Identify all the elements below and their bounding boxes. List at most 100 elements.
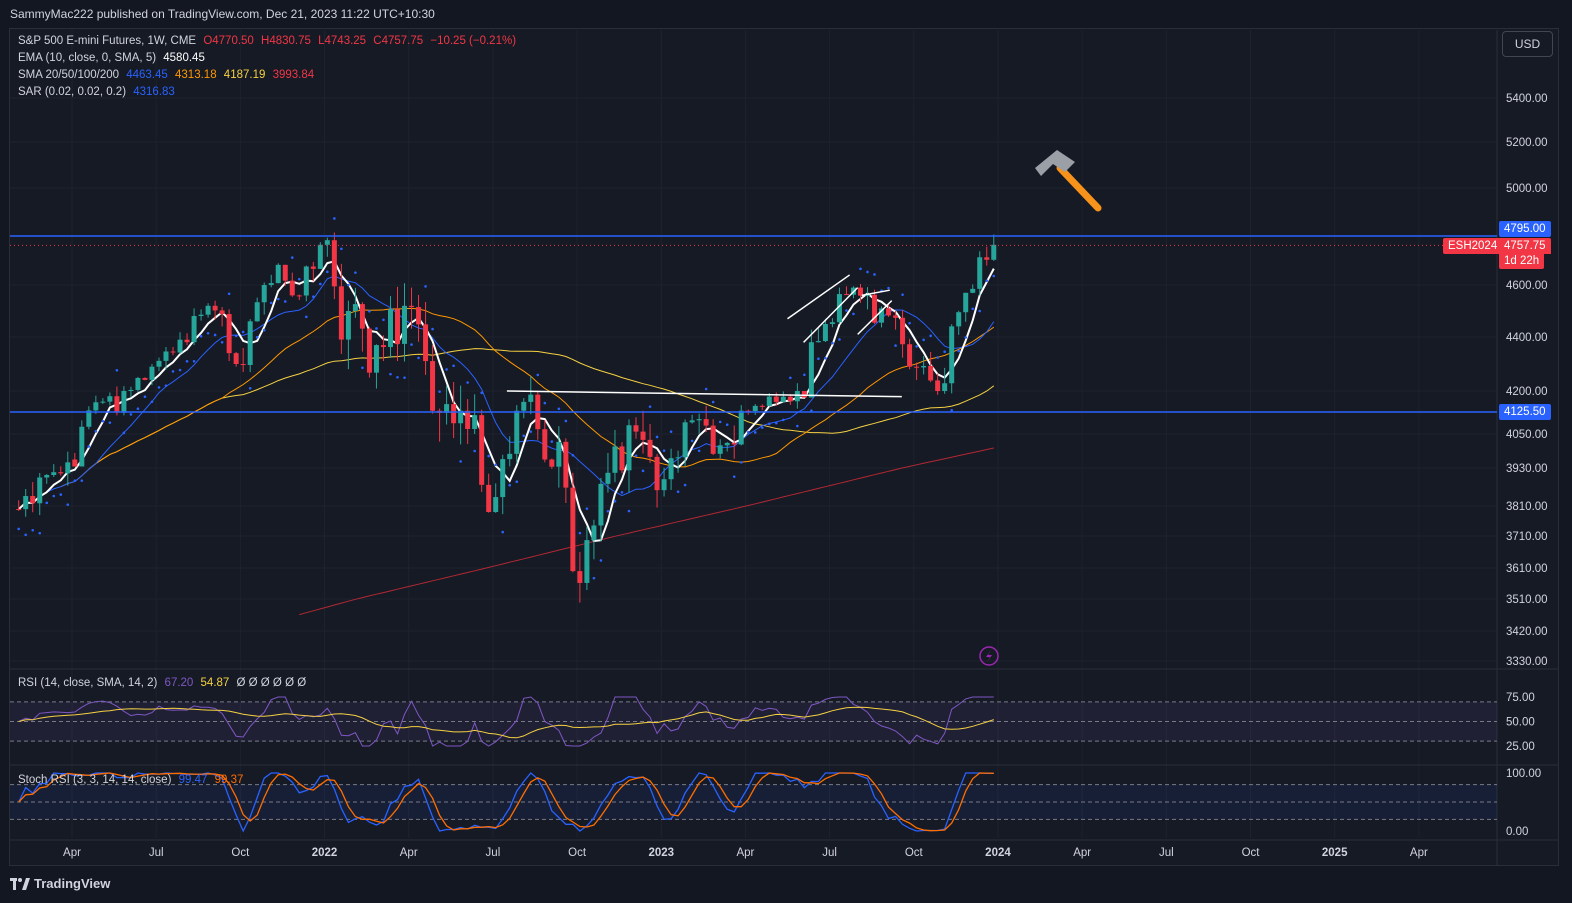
candle-body xyxy=(247,321,253,366)
sar-dot xyxy=(45,501,49,505)
sar-dot xyxy=(59,493,63,496)
sar-dot xyxy=(536,373,540,377)
sar-dot xyxy=(382,318,385,322)
candle-body xyxy=(198,314,204,317)
candle-body xyxy=(72,459,78,467)
sar-dot xyxy=(312,295,315,298)
candle-body xyxy=(359,304,365,329)
candle-body xyxy=(65,462,71,474)
sar-dot xyxy=(269,301,273,305)
time-tick-label: Apr xyxy=(63,847,81,859)
sar-dot xyxy=(101,419,105,423)
candle-body xyxy=(142,377,148,380)
sar-dot xyxy=(831,341,834,345)
sar-dot xyxy=(38,531,42,535)
stoch-legend[interactable]: Stoch RSI (3, 3, 14, 14, close) 99.47 99… xyxy=(18,772,247,789)
candle-body xyxy=(514,410,520,454)
candle-body xyxy=(914,366,920,368)
sar-dot xyxy=(697,449,701,453)
price-tick-label: 5400.00 xyxy=(1506,93,1548,105)
sar-dot xyxy=(136,407,140,411)
candle-body xyxy=(907,344,913,367)
sar-dot xyxy=(459,460,462,463)
sar-dot xyxy=(606,509,610,513)
currency-button[interactable]: USD xyxy=(1502,31,1553,57)
sar-dot xyxy=(887,286,890,290)
symbol-name[interactable]: S&P 500 E-mini Futures, 1W, CME xyxy=(18,35,197,47)
candle-body xyxy=(921,365,927,368)
price-tick-label: 3930.00 xyxy=(1506,463,1548,475)
sar-dot xyxy=(915,345,918,348)
sar-dot xyxy=(943,350,946,354)
change-value: −10.25 (−0.21%) xyxy=(430,35,517,47)
candle-body xyxy=(338,286,344,340)
candle-body xyxy=(647,439,653,457)
candle-body xyxy=(170,351,176,353)
rsi-legend[interactable]: RSI (14, close, SMA, 14, 2) 67.20 54.87 … xyxy=(18,675,310,692)
candle-body xyxy=(843,294,849,296)
candle-body xyxy=(521,401,527,411)
candle-body xyxy=(394,309,400,344)
sar-dot xyxy=(494,463,498,467)
candle-body xyxy=(282,264,288,281)
sar-legend[interactable]: SAR (0.02, 0.02, 0.2) 4316.83 xyxy=(18,84,179,101)
candle-body xyxy=(444,404,450,413)
sar-dot xyxy=(255,336,259,339)
sar-dot xyxy=(438,390,441,393)
sar-dot xyxy=(641,469,645,473)
sar-dot xyxy=(305,315,308,319)
candle-body xyxy=(577,571,583,583)
sma50-line xyxy=(60,307,995,488)
time-to-close-label: 1d 22h xyxy=(1499,253,1545,269)
sar-dot xyxy=(431,327,434,331)
candle-body xyxy=(696,419,702,421)
rsi-tick-label: 25.00 xyxy=(1506,741,1535,753)
candle-body xyxy=(423,324,429,362)
sar-dot xyxy=(326,270,329,274)
sar-dot xyxy=(31,528,35,532)
sar-dot xyxy=(613,499,617,503)
candle-body xyxy=(661,479,667,491)
price-tick-label: 3710.00 xyxy=(1506,531,1548,543)
sar-dot xyxy=(17,527,20,531)
sar-dot xyxy=(669,430,673,433)
sar-dot xyxy=(389,372,392,376)
candle-body xyxy=(416,307,422,325)
price-tick-label: 4400.00 xyxy=(1506,332,1548,344)
sar-dot xyxy=(129,413,133,416)
trend-line xyxy=(861,289,890,297)
sar-dot xyxy=(824,356,827,360)
tradingview-logo[interactable]: TradingView xyxy=(10,876,110,891)
price-tick-label: 5000.00 xyxy=(1506,183,1548,195)
sar-dot xyxy=(866,270,869,274)
sma-legend[interactable]: SMA 20/50/100/200 4463.45 4313.18 4187.1… xyxy=(18,67,318,84)
sar-dot xyxy=(571,453,575,457)
sar-dot xyxy=(648,405,652,408)
sar-dot xyxy=(739,461,743,464)
sma50-value: 4313.18 xyxy=(175,69,217,81)
sar-dot xyxy=(578,531,582,535)
hammer-head xyxy=(1035,150,1075,176)
candle-body xyxy=(479,415,485,485)
ema-name: EMA (10, close, 0, SMA, 5) xyxy=(18,52,157,64)
sar-dot xyxy=(115,369,119,372)
ema-legend[interactable]: EMA (10, close, 0, SMA, 5) 4580.45 xyxy=(18,50,209,67)
price-tick-label: 3810.00 xyxy=(1506,501,1548,513)
candle-body xyxy=(801,391,807,398)
candle-body xyxy=(317,244,323,269)
support-price-label: 4125.50 xyxy=(1499,404,1551,420)
rsi-value: 67.20 xyxy=(164,677,194,689)
time-tick-label: Oct xyxy=(905,847,924,859)
sar-dot xyxy=(971,307,975,311)
sar-dot xyxy=(922,338,925,342)
sar-dot xyxy=(276,297,280,301)
sar-dot xyxy=(241,330,245,334)
sar-dot xyxy=(782,418,785,422)
candle-body xyxy=(675,457,681,459)
candle-body xyxy=(486,484,492,512)
candle-body xyxy=(366,328,372,373)
candle-body xyxy=(710,425,716,454)
rsi-name: RSI (14, close, SMA, 14, 2) xyxy=(18,677,158,689)
candle-body xyxy=(128,389,134,391)
